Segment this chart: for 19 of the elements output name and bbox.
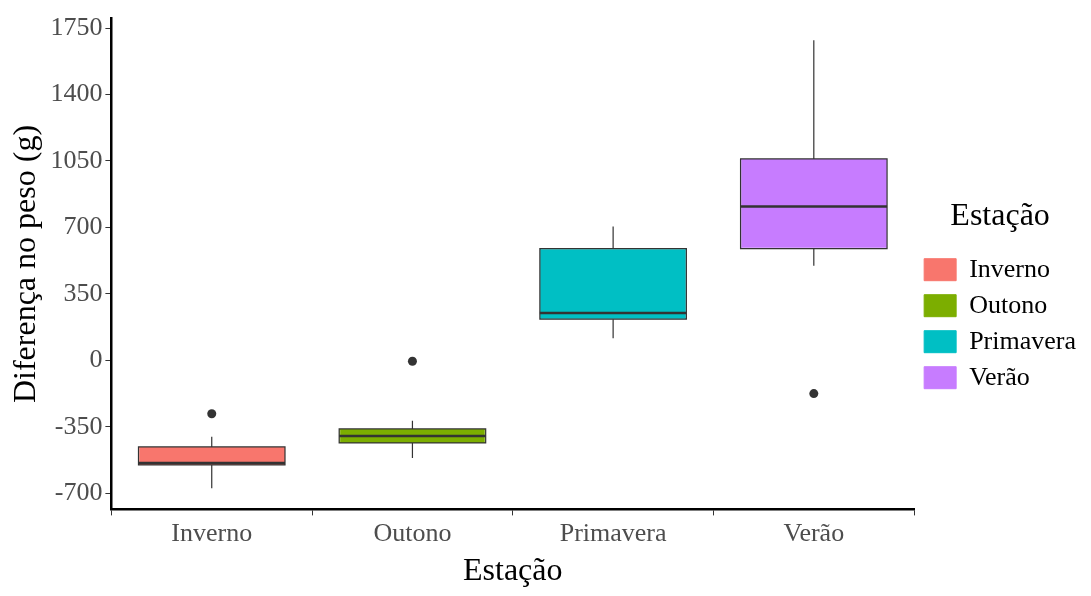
x-tick-label: Verão — [783, 517, 845, 547]
y-tick-label: 0 — [89, 344, 103, 374]
legend-label: Primavera — [969, 325, 1077, 355]
y-tick-label: 700 — [63, 211, 103, 241]
legend-label: Outono — [969, 289, 1048, 319]
y-tick-label: 1400 — [50, 78, 103, 108]
y-tick-label: -350 — [54, 410, 103, 440]
x-tick-label: Primavera — [559, 517, 667, 547]
y-tick-label: 350 — [63, 277, 103, 307]
y-tick-label: 1750 — [50, 11, 103, 41]
y-tick-label: -700 — [54, 477, 103, 507]
y-tick-label: 1050 — [50, 144, 103, 174]
y-axis-title: Diferença no peso (g) — [5, 124, 42, 404]
legend-label: Verão — [969, 361, 1030, 391]
x-axis-title: Estação — [463, 551, 563, 588]
legend-label: Inverno — [969, 253, 1051, 283]
x-tick-label: Inverno — [171, 517, 253, 547]
legend-title: Estação — [950, 195, 1050, 232]
x-tick-label: Outono — [373, 517, 452, 547]
